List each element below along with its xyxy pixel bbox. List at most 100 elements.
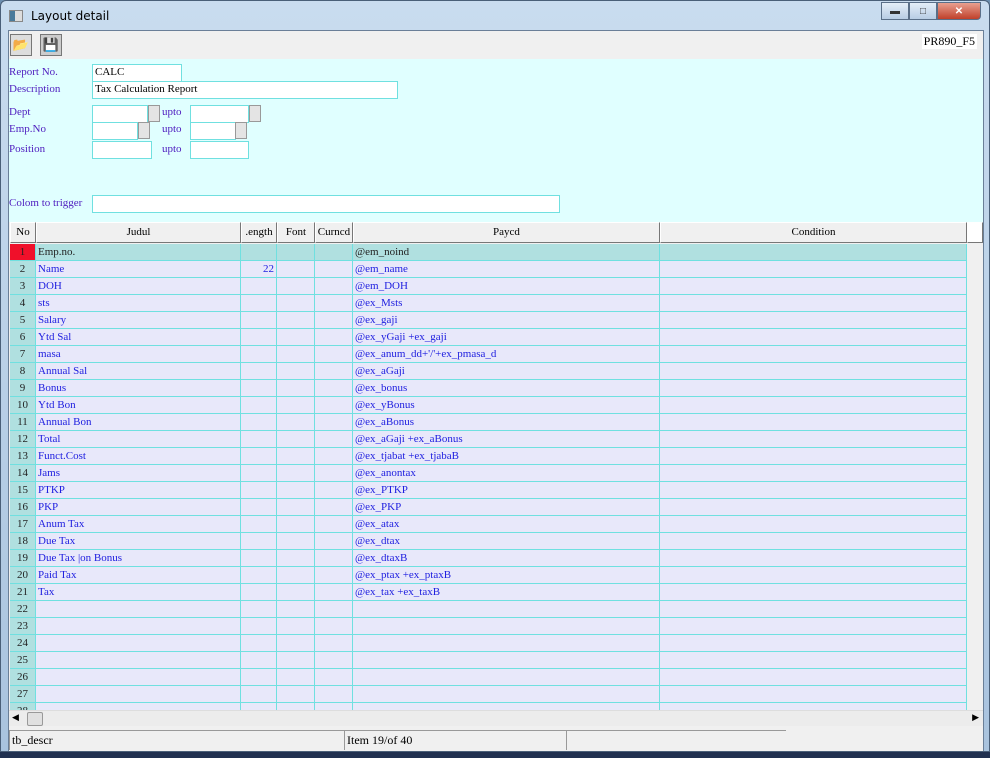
cell-condition[interactable] [660, 550, 967, 567]
cell-condition[interactable] [660, 329, 967, 346]
cell-paycd[interactable]: @ex_dtaxB [353, 550, 660, 567]
cell-length[interactable] [241, 499, 277, 516]
cell-condition[interactable] [660, 584, 967, 601]
cell-paycd[interactable]: @ex_aGaji [353, 363, 660, 380]
cell-paycd[interactable] [353, 652, 660, 669]
cell-no[interactable]: 3 [10, 278, 36, 295]
cell-font[interactable] [277, 618, 315, 635]
cell-judul[interactable]: Paid Tax [36, 567, 241, 584]
cell-no[interactable]: 8 [10, 363, 36, 380]
cell-no[interactable]: 9 [10, 380, 36, 397]
scroll-thumb[interactable] [27, 712, 43, 726]
cell-judul[interactable]: Bonus [36, 380, 241, 397]
cell-condition[interactable] [660, 312, 967, 329]
cell-length[interactable] [241, 312, 277, 329]
cell-paycd[interactable] [353, 618, 660, 635]
table-row[interactable]: 9 Bonus @ex_bonus [9, 380, 983, 397]
cell-font[interactable] [277, 499, 315, 516]
cell-paycd[interactable]: @ex_anontax [353, 465, 660, 482]
scroll-left-icon[interactable]: ◀ [12, 712, 19, 722]
cell-length[interactable] [241, 482, 277, 499]
cell-length[interactable] [241, 550, 277, 567]
cell-no[interactable]: 25 [10, 652, 36, 669]
cell-condition[interactable] [660, 635, 967, 652]
scroll-right-icon[interactable]: ▶ [972, 712, 979, 722]
column-header-curncd[interactable]: Curncd [315, 222, 353, 243]
cell-no[interactable]: 19 [10, 550, 36, 567]
position-to-input[interactable] [190, 141, 249, 159]
cell-judul[interactable] [36, 601, 241, 618]
open-folder-icon[interactable]: 📂 [10, 34, 32, 56]
cell-font[interactable] [277, 261, 315, 278]
cell-no[interactable]: 20 [10, 567, 36, 584]
cell-judul[interactable]: Total [36, 431, 241, 448]
cell-judul[interactable]: Jams [36, 465, 241, 482]
column-header-judul[interactable]: Judul [36, 222, 241, 243]
cell-judul[interactable] [36, 669, 241, 686]
cell-no[interactable]: 12 [10, 431, 36, 448]
cell-condition[interactable] [660, 295, 967, 312]
table-row[interactable]: 26 [9, 669, 983, 686]
cell-no[interactable]: 16 [10, 499, 36, 516]
maximize-button[interactable]: □ [909, 2, 937, 20]
cell-no[interactable]: 28 [10, 703, 36, 710]
cell-condition[interactable] [660, 380, 967, 397]
cell-paycd[interactable] [353, 601, 660, 618]
cell-font[interactable] [277, 346, 315, 363]
cell-font[interactable] [277, 312, 315, 329]
cell-paycd[interactable]: @ex_anum_dd+'/'+ex_pmasa_d [353, 346, 660, 363]
cell-no[interactable]: 23 [10, 618, 36, 635]
cell-font[interactable] [277, 363, 315, 380]
cell-length[interactable]: 22 [241, 261, 277, 278]
cell-length[interactable] [241, 465, 277, 482]
cell-length[interactable] [241, 635, 277, 652]
emp-from-input[interactable] [92, 122, 138, 140]
cell-font[interactable] [277, 686, 315, 703]
cell-curncd[interactable] [315, 397, 353, 414]
cell-no[interactable]: 5 [10, 312, 36, 329]
cell-paycd[interactable]: @ex_aBonus [353, 414, 660, 431]
table-row[interactable]: 5 Salary @ex_gaji [9, 312, 983, 329]
cell-length[interactable] [241, 703, 277, 710]
cell-condition[interactable] [660, 499, 967, 516]
cell-judul[interactable]: sts [36, 295, 241, 312]
cell-paycd[interactable]: @ex_aGaji +ex_aBonus [353, 431, 660, 448]
cell-paycd[interactable] [353, 703, 660, 710]
cell-condition[interactable] [660, 261, 967, 278]
cell-curncd[interactable] [315, 431, 353, 448]
table-row[interactable]: 20 Paid Tax @ex_ptax +ex_ptaxB [9, 567, 983, 584]
cell-curncd[interactable] [315, 312, 353, 329]
cell-length[interactable] [241, 601, 277, 618]
cell-condition[interactable] [660, 669, 967, 686]
cell-curncd[interactable] [315, 295, 353, 312]
cell-curncd[interactable] [315, 380, 353, 397]
cell-font[interactable] [277, 652, 315, 669]
table-row[interactable]: 28 [9, 703, 983, 710]
cell-condition[interactable] [660, 482, 967, 499]
cell-judul[interactable]: Ytd Bon [36, 397, 241, 414]
cell-no[interactable]: 14 [10, 465, 36, 482]
cell-judul[interactable]: Tax [36, 584, 241, 601]
colom-trigger-input[interactable] [92, 195, 560, 213]
cell-curncd[interactable] [315, 686, 353, 703]
cell-length[interactable] [241, 669, 277, 686]
cell-length[interactable] [241, 431, 277, 448]
table-row[interactable]: 10 Ytd Bon @ex_yBonus [9, 397, 983, 414]
table-row[interactable]: 14 Jams @ex_anontax [9, 465, 983, 482]
emp-from-dropdown[interactable] [138, 122, 150, 139]
cell-curncd[interactable] [315, 618, 353, 635]
cell-font[interactable] [277, 550, 315, 567]
cell-length[interactable] [241, 584, 277, 601]
cell-length[interactable] [241, 652, 277, 669]
cell-paycd[interactable]: @em_DOH [353, 278, 660, 295]
cell-curncd[interactable] [315, 244, 353, 261]
cell-length[interactable] [241, 448, 277, 465]
cell-font[interactable] [277, 448, 315, 465]
table-row[interactable]: 13 Funct.Cost @ex_tjabat +ex_tjabaB [9, 448, 983, 465]
cell-curncd[interactable] [315, 669, 353, 686]
cell-judul[interactable]: Annual Sal [36, 363, 241, 380]
cell-paycd[interactable] [353, 686, 660, 703]
cell-paycd[interactable]: @ex_PTKP [353, 482, 660, 499]
emp-to-dropdown[interactable] [235, 122, 247, 139]
cell-font[interactable] [277, 278, 315, 295]
